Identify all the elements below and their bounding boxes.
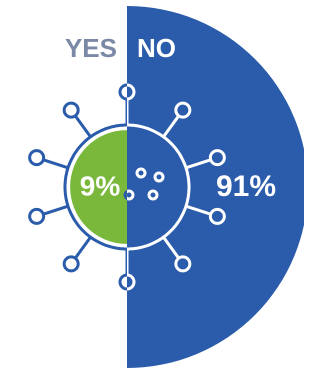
value-label: 91% bbox=[216, 170, 276, 203]
virus-spike bbox=[43, 206, 68, 214]
chart: YES NO 9% 91% bbox=[0, 0, 304, 371]
category-label: NO bbox=[137, 33, 176, 63]
virus-knob bbox=[30, 209, 44, 223]
virus-spike bbox=[75, 237, 90, 258]
virus-spike bbox=[43, 160, 68, 168]
virus-knob bbox=[64, 257, 78, 271]
value-label: 9% bbox=[80, 170, 121, 201]
virus-spike bbox=[75, 116, 90, 137]
virus-knob bbox=[64, 103, 78, 117]
virus-knob bbox=[30, 151, 44, 165]
category-label: YES bbox=[65, 33, 117, 63]
